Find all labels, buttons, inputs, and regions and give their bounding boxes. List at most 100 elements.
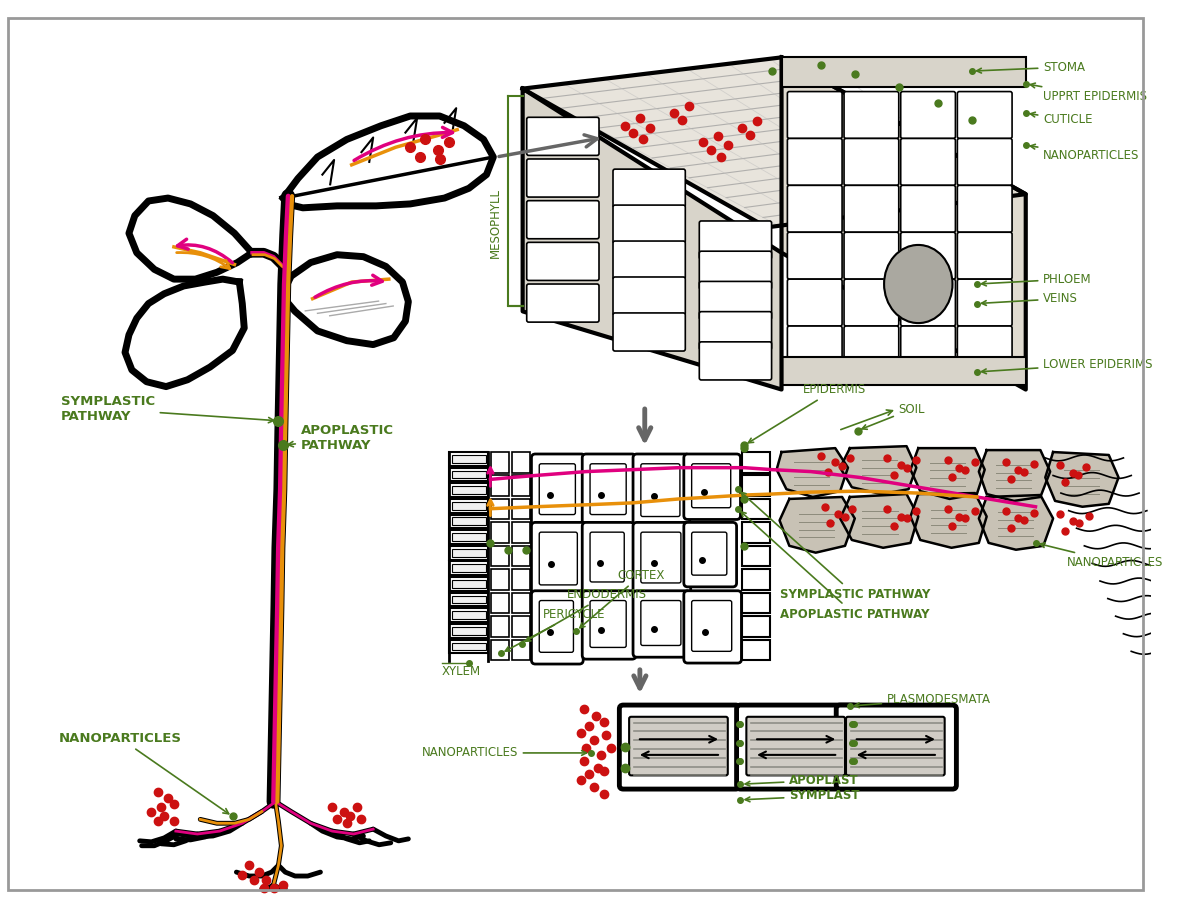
Text: PHLOEM: PHLOEM [981, 272, 1092, 286]
Text: NANOPARTICLES: NANOPARTICLES [422, 746, 587, 759]
Bar [452, 518, 485, 526]
Text: APOPLAST: APOPLAST [746, 774, 859, 787]
FancyBboxPatch shape [613, 241, 686, 279]
FancyBboxPatch shape [845, 279, 899, 326]
Bar [491, 617, 509, 637]
FancyBboxPatch shape [527, 284, 598, 322]
FancyBboxPatch shape [958, 232, 1012, 279]
FancyBboxPatch shape [736, 706, 856, 789]
Bar [781, 57, 1026, 86]
Text: NANOPARTICLES: NANOPARTICLES [1031, 144, 1139, 162]
FancyBboxPatch shape [613, 277, 686, 315]
Bar [512, 476, 530, 496]
FancyBboxPatch shape [684, 522, 736, 587]
FancyBboxPatch shape [633, 454, 689, 528]
Bar [449, 608, 489, 622]
Polygon shape [979, 495, 1053, 549]
FancyBboxPatch shape [531, 522, 587, 597]
FancyBboxPatch shape [684, 591, 741, 663]
Bar [742, 452, 769, 472]
Bar [512, 569, 530, 590]
Bar [452, 565, 485, 572]
FancyBboxPatch shape [958, 326, 1012, 373]
Text: XYLEM: XYLEM [442, 665, 481, 678]
Bar [448, 449, 1136, 665]
Text: UPPRT EPIDERMIS: UPPRT EPIDERMIS [1031, 84, 1147, 103]
Bar [452, 533, 485, 541]
Bar [452, 580, 485, 587]
FancyBboxPatch shape [787, 326, 842, 373]
Bar [452, 548, 485, 557]
Bar [742, 617, 769, 637]
FancyBboxPatch shape [901, 185, 955, 232]
Polygon shape [979, 450, 1050, 501]
FancyBboxPatch shape [901, 232, 955, 279]
Text: APOPLASTIC
PATHWAY: APOPLASTIC PATHWAY [287, 424, 393, 452]
Bar [449, 530, 489, 544]
Bar [452, 470, 485, 479]
FancyBboxPatch shape [620, 706, 740, 789]
FancyBboxPatch shape [613, 205, 686, 243]
Text: SYMPLASTIC
PATHWAY: SYMPLASTIC PATHWAY [60, 395, 273, 423]
FancyBboxPatch shape [684, 454, 741, 519]
Bar [449, 452, 489, 466]
Bar [512, 452, 530, 472]
Text: STOMA: STOMA [977, 61, 1085, 74]
Bar [449, 577, 489, 591]
Bar [742, 569, 769, 590]
Bar [449, 483, 489, 497]
Bar [742, 498, 769, 519]
FancyBboxPatch shape [901, 138, 955, 185]
FancyBboxPatch shape [700, 311, 772, 350]
Ellipse shape [885, 245, 953, 323]
Polygon shape [125, 279, 244, 387]
Text: SYMPLAST: SYMPLAST [746, 789, 860, 803]
FancyBboxPatch shape [700, 281, 772, 320]
Bar [452, 627, 485, 635]
FancyBboxPatch shape [613, 313, 686, 351]
Bar [449, 624, 489, 637]
Text: ENDODERMIS: ENDODERMIS [525, 588, 647, 641]
Bar [491, 593, 509, 613]
FancyBboxPatch shape [787, 232, 842, 279]
Bar [491, 569, 509, 590]
FancyBboxPatch shape [527, 201, 598, 239]
Bar [512, 522, 530, 543]
Bar [512, 593, 530, 613]
Text: SOIL: SOIL [862, 402, 925, 429]
Bar [742, 476, 769, 496]
FancyBboxPatch shape [901, 326, 955, 373]
Bar [512, 639, 530, 660]
Polygon shape [128, 198, 252, 279]
Bar [781, 357, 1026, 385]
FancyBboxPatch shape [527, 159, 598, 197]
Polygon shape [523, 89, 781, 390]
FancyBboxPatch shape [613, 169, 686, 207]
Bar [452, 455, 485, 463]
FancyBboxPatch shape [787, 185, 842, 232]
Text: CORTEX: CORTEX [580, 568, 664, 627]
FancyBboxPatch shape [747, 716, 845, 775]
Bar [742, 546, 769, 567]
Text: CUTICLE: CUTICLE [1031, 113, 1093, 126]
Polygon shape [911, 493, 987, 548]
Text: PLASMODESMATA: PLASMODESMATA [854, 693, 991, 707]
FancyBboxPatch shape [836, 706, 957, 789]
FancyBboxPatch shape [901, 92, 955, 138]
FancyBboxPatch shape [846, 716, 945, 775]
Bar [742, 593, 769, 613]
Text: NANOPARTICLES: NANOPARTICLES [59, 732, 229, 814]
FancyBboxPatch shape [787, 279, 842, 326]
FancyBboxPatch shape [787, 92, 842, 138]
Bar [512, 498, 530, 519]
Bar [452, 611, 485, 619]
Bar [449, 593, 489, 607]
FancyBboxPatch shape [531, 591, 583, 664]
Text: EPIDERMIS: EPIDERMIS [748, 383, 866, 443]
Text: NANOPARTICLES: NANOPARTICLES [1040, 543, 1163, 569]
Polygon shape [911, 449, 985, 498]
Bar [449, 498, 489, 513]
Polygon shape [776, 449, 848, 497]
FancyBboxPatch shape [582, 522, 634, 594]
FancyBboxPatch shape [958, 185, 1012, 232]
